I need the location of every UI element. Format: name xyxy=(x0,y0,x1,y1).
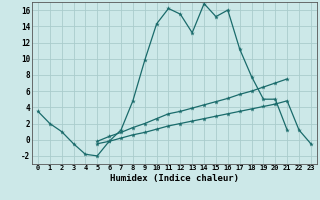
X-axis label: Humidex (Indice chaleur): Humidex (Indice chaleur) xyxy=(110,174,239,183)
